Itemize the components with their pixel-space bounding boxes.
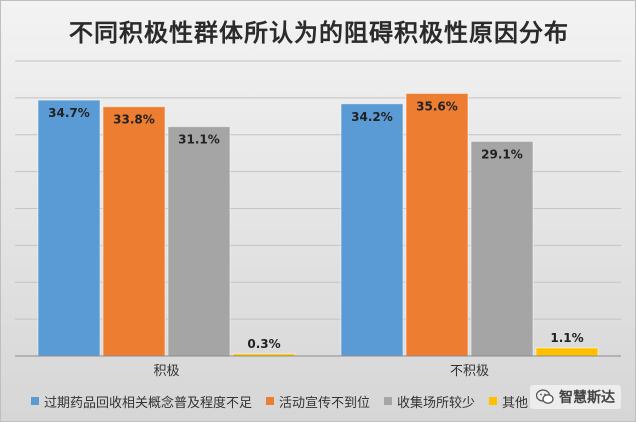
legend-item: 其他 [489, 392, 528, 411]
data-label: 35.6% [416, 99, 458, 113]
data-label: 0.3% [247, 337, 280, 351]
legend-label: 过期药品回收相关概念普及程度不足 [44, 395, 253, 411]
legend-label: 其他 [502, 395, 529, 411]
bar [535, 347, 599, 357]
legend-swatch [489, 397, 498, 405]
legend-swatch [266, 397, 275, 405]
bar [37, 99, 101, 357]
data-label: 34.7% [48, 106, 90, 120]
legend-label: 活动宣传不到位 [279, 395, 371, 411]
bar [340, 103, 404, 357]
data-label: 33.8% [113, 113, 155, 127]
bars [37, 92, 599, 357]
watermark-text: 智慧斯达 [559, 390, 615, 406]
bar [102, 106, 166, 357]
data-labels: 34.7% 33.8% 31.1% 0.3% 34.2% 35.6% 29.1% 1.1% [48, 99, 583, 350]
x-tick-label: 不积极 [450, 364, 489, 379]
data-label: 1.1% [550, 331, 583, 345]
bar [470, 140, 534, 357]
legend-item: 活动宣传不到位 [266, 392, 370, 411]
legend-item: 过期药品回收相关概念普及程度不足 [31, 392, 252, 411]
data-label: 31.1% [178, 133, 220, 147]
legend-swatch [31, 397, 39, 405]
bar [167, 126, 231, 357]
x-tick-label: 积极 [153, 364, 179, 379]
watermark: 智慧斯达 [530, 385, 621, 409]
wechat-icon [536, 389, 554, 404]
legend: 过期药品回收相关概念普及程度不足 活动宣传不到位 收集场所较少 其他 [31, 390, 542, 412]
legend-item: 收集场所较少 [384, 392, 475, 411]
x-tick-labels: 积极 不积极 [153, 364, 489, 379]
legend-swatch [384, 397, 393, 405]
data-label: 34.2% [351, 110, 393, 124]
chart-title: 不同积极性群体所认为的阻碍积极性原因分布 [69, 19, 569, 47]
bar [405, 92, 469, 357]
data-label: 29.1% [481, 147, 523, 161]
legend-label: 收集场所较少 [397, 395, 476, 411]
